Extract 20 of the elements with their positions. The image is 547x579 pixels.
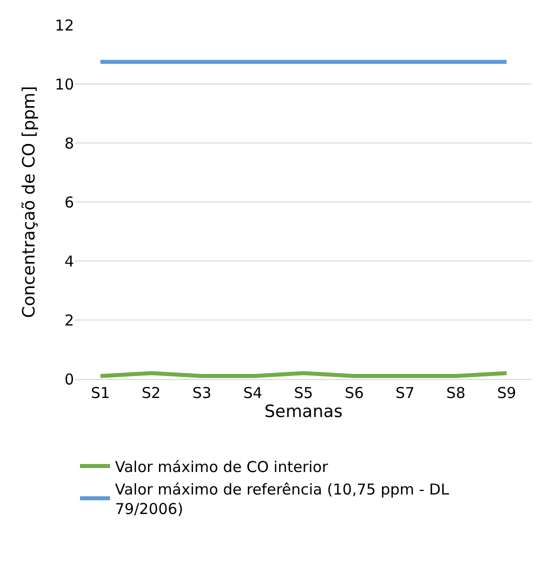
y-tick-label: 0 <box>64 370 74 388</box>
y-axis-title: Concentraçaõ de CO [ppm] <box>19 86 40 318</box>
x-tick-label: S7 <box>396 384 415 402</box>
y-tick-label: 6 <box>64 193 74 212</box>
y-tick-label: 8 <box>64 134 74 152</box>
x-tick-label: S1 <box>90 384 110 402</box>
x-tick-label: S9 <box>497 384 516 402</box>
y-tick-label: 12 <box>54 16 74 34</box>
x-tick-label: S4 <box>243 384 262 402</box>
y-tick-label: 4 <box>64 252 74 270</box>
x-tick-label: S5 <box>294 384 314 402</box>
x-tick-label: S6 <box>344 384 364 402</box>
y-tick-label: 10 <box>54 75 74 94</box>
legend-label: Valor máximo de CO interior <box>115 458 329 476</box>
legend-label: Valor máximo de referência (10,75 ppm - DL 79/2006) <box>115 480 450 518</box>
y-tick-label: 2 <box>64 311 74 330</box>
x-tick-label: S8 <box>446 384 466 402</box>
x-tick-label: S2 <box>142 384 161 402</box>
x-axis-title: Semanas <box>264 402 343 422</box>
x-tick-label: S3 <box>192 384 212 402</box>
